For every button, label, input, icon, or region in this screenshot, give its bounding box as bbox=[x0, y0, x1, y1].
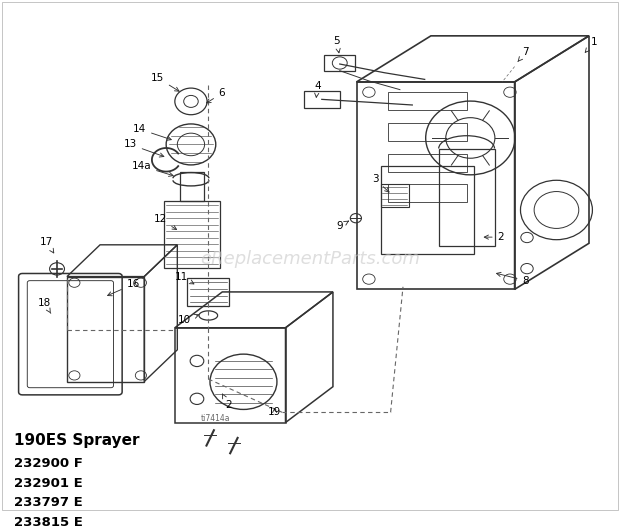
Text: 190ES Sprayer: 190ES Sprayer bbox=[14, 433, 139, 448]
Bar bbox=[304, 91, 340, 108]
Text: 2: 2 bbox=[484, 232, 504, 242]
Bar bbox=[164, 201, 220, 268]
Text: 4: 4 bbox=[314, 81, 321, 97]
Text: 17: 17 bbox=[40, 237, 54, 253]
Text: 16: 16 bbox=[108, 279, 140, 296]
Bar bbox=[388, 123, 466, 141]
Text: 14a: 14a bbox=[131, 161, 173, 176]
Text: 232900 F: 232900 F bbox=[14, 457, 82, 470]
Text: 18: 18 bbox=[38, 298, 51, 313]
Bar bbox=[439, 148, 495, 246]
Text: 6: 6 bbox=[206, 88, 225, 103]
Text: 11: 11 bbox=[174, 271, 194, 284]
Text: 15: 15 bbox=[151, 73, 179, 91]
Text: 2: 2 bbox=[223, 394, 231, 410]
Bar bbox=[381, 166, 474, 253]
Text: 232901 E: 232901 E bbox=[14, 477, 82, 490]
Text: 7: 7 bbox=[518, 47, 529, 62]
Bar bbox=[388, 184, 466, 202]
Bar bbox=[180, 172, 205, 201]
Text: 3: 3 bbox=[372, 174, 389, 192]
Bar bbox=[388, 92, 466, 110]
Text: 5: 5 bbox=[334, 36, 340, 53]
Bar bbox=[388, 154, 466, 172]
Text: 9: 9 bbox=[337, 221, 348, 231]
Text: 233797 E: 233797 E bbox=[14, 496, 82, 510]
Text: 8: 8 bbox=[497, 272, 529, 286]
Text: 1: 1 bbox=[585, 37, 597, 52]
Bar bbox=[324, 55, 355, 71]
Text: 233815 E: 233815 E bbox=[14, 516, 82, 528]
Bar bbox=[381, 184, 409, 208]
Text: 19: 19 bbox=[268, 407, 281, 417]
Text: ti7414a: ti7414a bbox=[201, 414, 231, 423]
Text: 12: 12 bbox=[153, 214, 177, 230]
Text: eReplacementParts.com: eReplacementParts.com bbox=[200, 250, 420, 268]
Text: 14: 14 bbox=[133, 124, 171, 140]
Text: 10: 10 bbox=[178, 314, 198, 325]
Text: 13: 13 bbox=[123, 139, 164, 157]
Bar bbox=[187, 278, 229, 306]
